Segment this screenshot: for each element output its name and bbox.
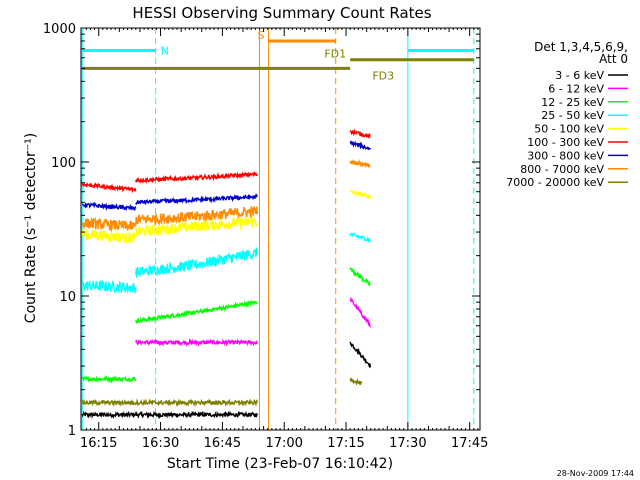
state-vertical-lines: [81, 28, 475, 430]
legend-entry-label: 25 - 50 keV: [541, 109, 604, 122]
series-line: [135, 337, 258, 347]
x-tick-label: 16:45: [204, 436, 241, 451]
series-50-100keV: [81, 189, 372, 245]
legend-header-line1: Det 1,3,4,5,6,9,: [534, 40, 628, 54]
series-100-300keV: [81, 128, 371, 194]
series-25-50keV: [81, 232, 372, 294]
legend-entry-label: 7000 - 20000 keV: [506, 176, 604, 189]
x-tick-label: 16:15: [80, 436, 117, 451]
series-line: [135, 170, 258, 185]
x-tick-label: 17:45: [451, 436, 488, 451]
series-line: [349, 341, 372, 369]
series-line: [82, 216, 137, 233]
x-tick-label: 17:00: [265, 436, 302, 451]
y-axis-label: Count Rate (s⁻¹ detector⁻¹): [23, 133, 39, 323]
x-tick-label: 17:15: [327, 436, 364, 451]
series-line: [349, 232, 372, 244]
series-line: [81, 410, 258, 420]
x-axis-ticks: 16:15 16:30 16:45 17:00 17:15 17:30 17:45: [80, 28, 488, 451]
state-flags: N S FD1 FD3: [82, 29, 474, 82]
legend-entry-label: 3 - 6 keV: [555, 69, 604, 82]
legend-entry-label: 12 - 25 keV: [541, 96, 604, 109]
series-3-6keV: [81, 341, 372, 420]
flag-label: S: [258, 29, 265, 42]
series-line: [135, 215, 258, 237]
series-line: [135, 247, 258, 278]
series-800-7000keV: [82, 158, 371, 233]
series-7000-20000keV: [81, 377, 363, 408]
series-line: [349, 377, 363, 386]
legend-entry-label: 300 - 800 keV: [527, 149, 604, 162]
series-line: [349, 140, 371, 151]
chart-title: HESSI Observing Summary Count Rates: [132, 4, 431, 22]
footer-date: 28-Nov-2009 17:44: [557, 469, 634, 478]
series-12-25keV: [81, 267, 371, 384]
legend-entry-label: 100 - 300 keV: [527, 136, 604, 149]
x-tick-label: 16:30: [142, 436, 179, 451]
series-line: [135, 205, 258, 227]
legend-entry-label: 50 - 100 keV: [534, 123, 604, 136]
y-axis-ticks: 1 10 100 1000: [43, 22, 480, 439]
series-line: [81, 201, 137, 212]
series-line: [350, 297, 372, 328]
series-line: [349, 267, 371, 287]
legend-entry-label: 6 - 12 keV: [548, 82, 604, 95]
y-tick-label: 10: [59, 290, 76, 305]
y-tick-label: 1000: [43, 22, 76, 37]
flag-label: N: [161, 44, 169, 57]
series-line: [349, 128, 371, 139]
series-line: [135, 299, 258, 325]
legend-entry-label: 800 - 7000 keV: [520, 163, 604, 176]
series-line: [135, 193, 258, 206]
series-6-12keV: [135, 297, 372, 347]
series-line: [81, 398, 258, 408]
series-line: [81, 181, 137, 194]
legend-header-line2: Att 0: [599, 52, 628, 66]
series-300-800keV: [81, 140, 371, 212]
flag-label: FD1: [324, 48, 346, 61]
series-line: [81, 229, 137, 245]
series-line: [349, 189, 372, 199]
flag-label: FD3: [372, 69, 394, 82]
y-tick-label: 1: [68, 424, 76, 439]
series-line: [81, 375, 137, 384]
series-line: [81, 279, 137, 294]
x-axis-label: Start Time (23-Feb-07 16:10:42): [167, 456, 393, 472]
data-series: [81, 128, 372, 420]
x-tick-label: 17:30: [389, 436, 426, 451]
series-line: [349, 158, 371, 168]
y-tick-label: 100: [51, 156, 76, 171]
